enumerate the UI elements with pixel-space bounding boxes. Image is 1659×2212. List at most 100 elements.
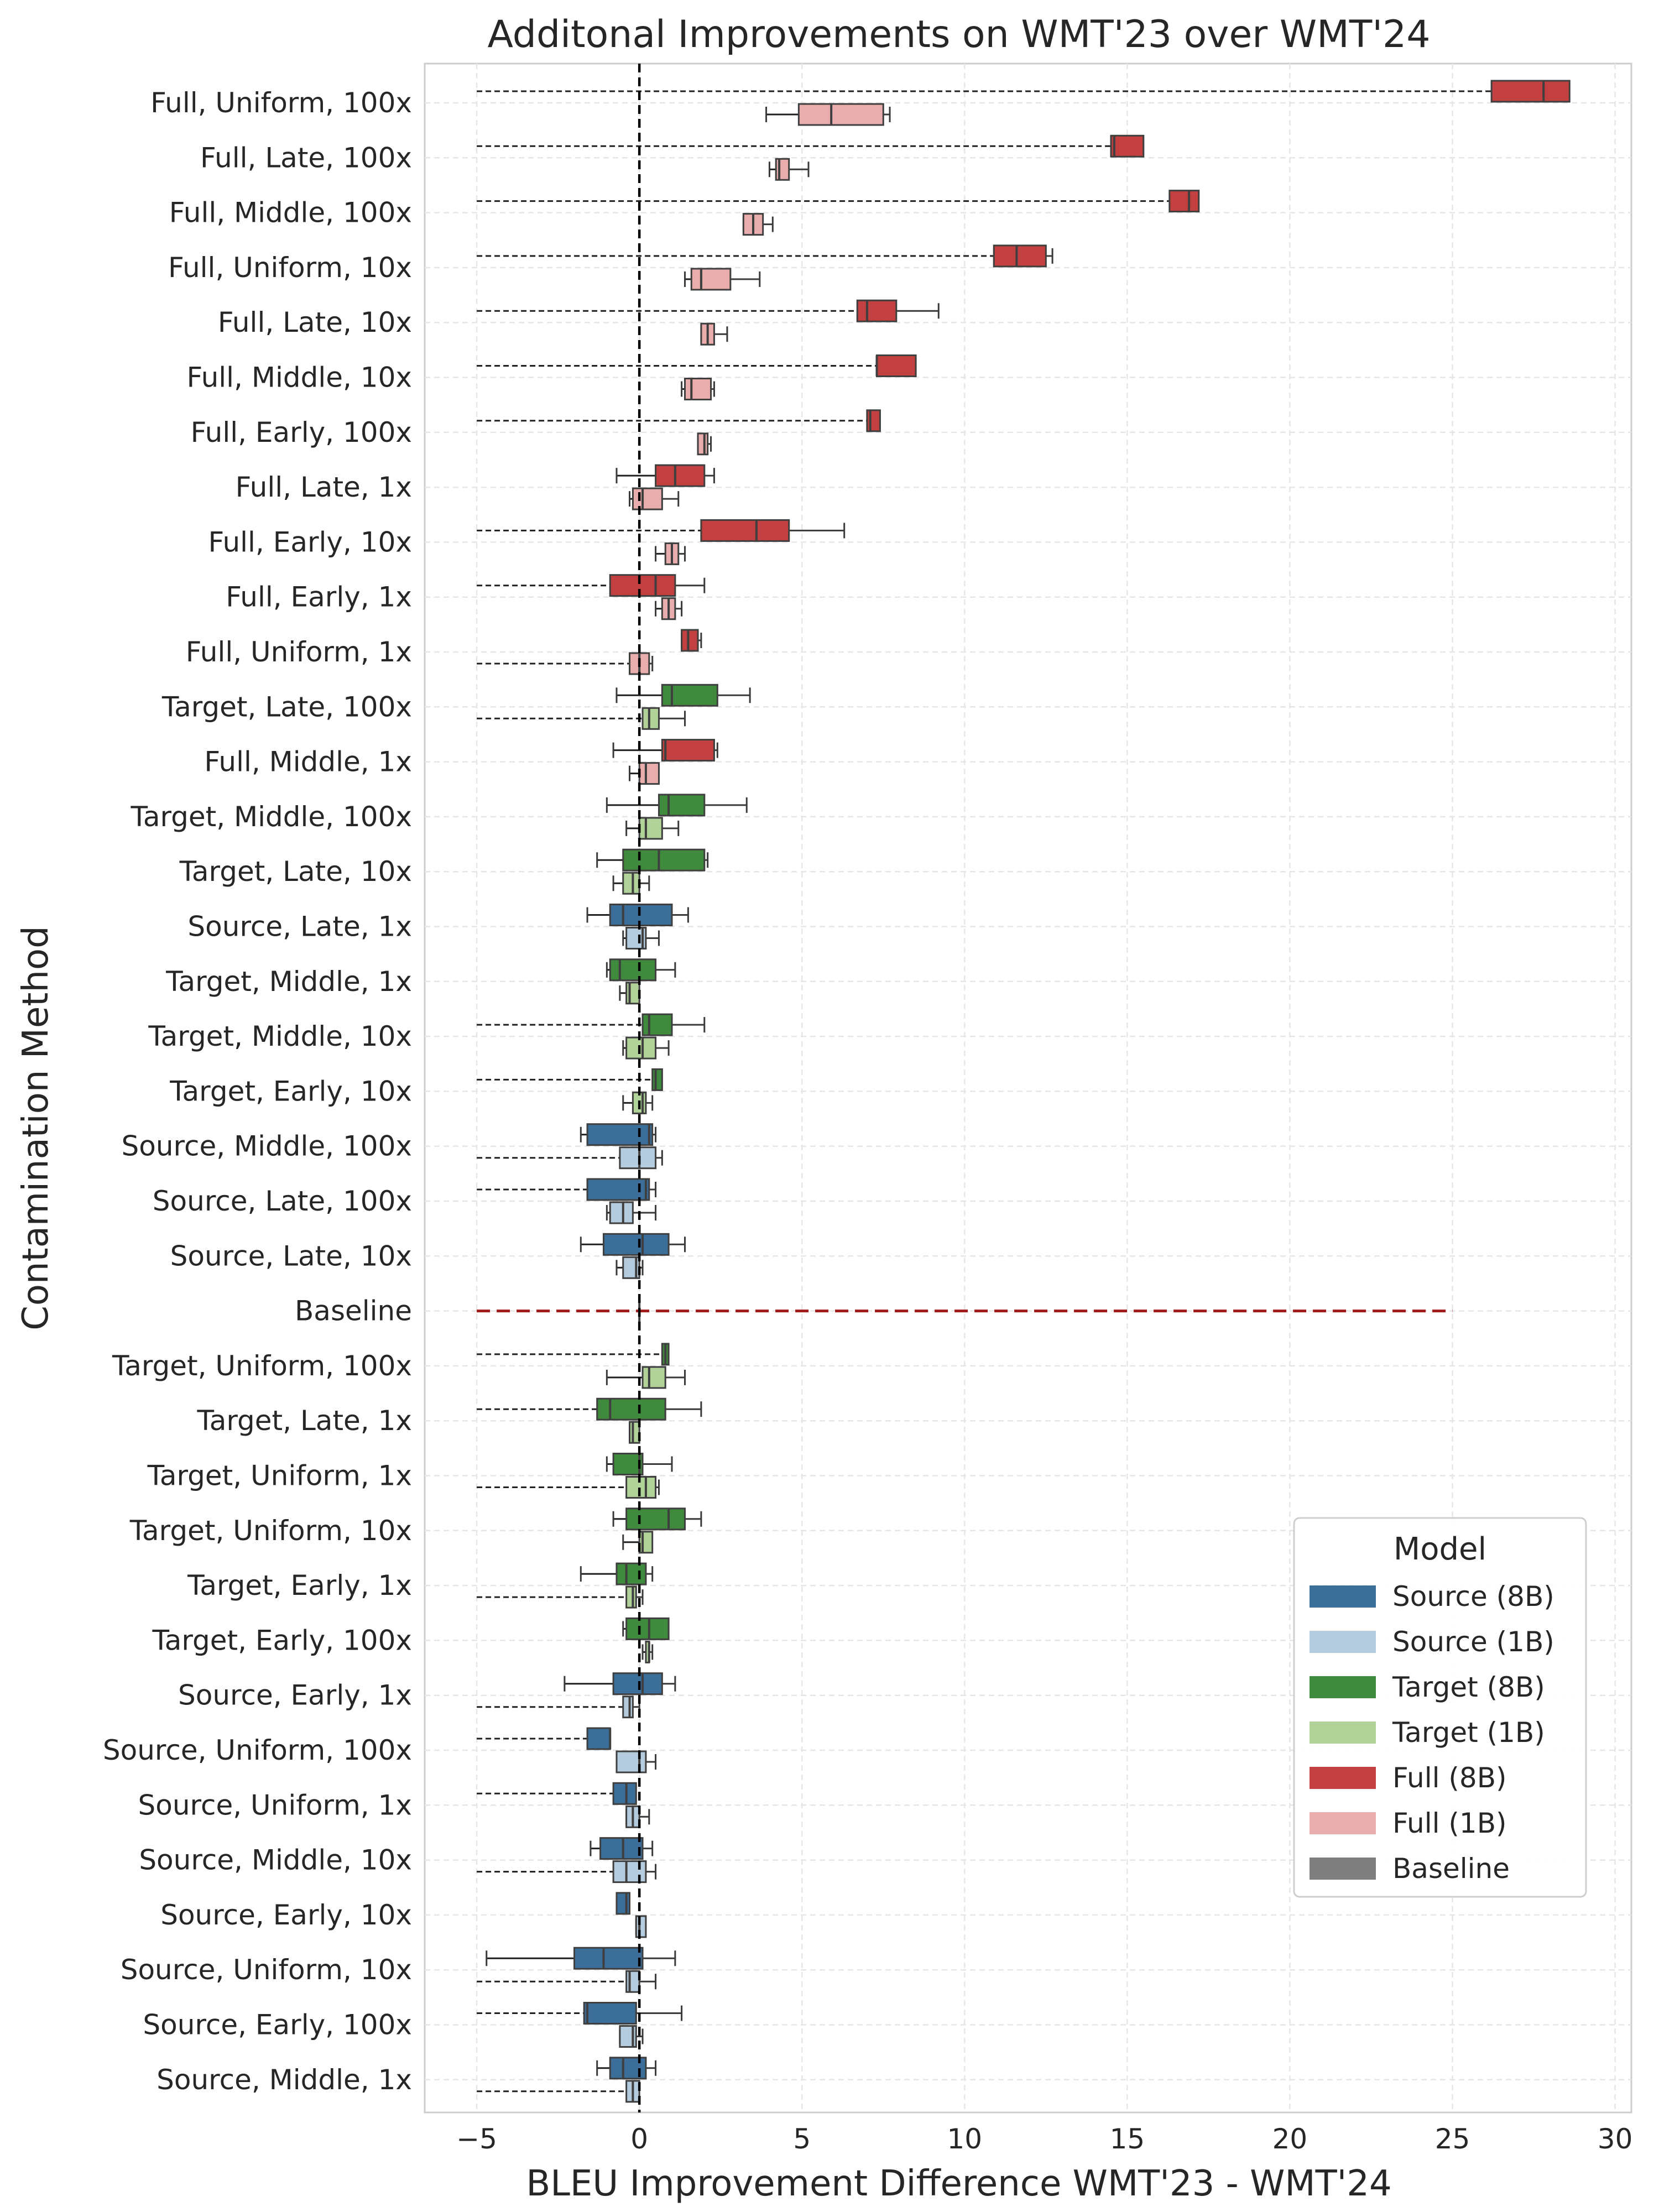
box-source-8b <box>589 1837 654 1860</box>
box-source-1b <box>619 2025 644 2048</box>
y-tick-label: Target, Late, 100x <box>161 691 412 723</box>
y-tick-label: Full, Early, 1x <box>226 581 412 613</box>
y-tick-label: Source, Early, 100x <box>143 2009 412 2041</box>
iqr-box <box>573 1947 644 1970</box>
iqr-box <box>615 1892 631 1915</box>
y-tick-label: Baseline <box>295 1295 412 1327</box>
x-tick-label: 30 <box>1598 2123 1633 2155</box>
iqr-box <box>609 958 657 982</box>
x-tick-label: −5 <box>456 2123 497 2155</box>
legend-label: Baseline <box>1392 1853 1510 1885</box>
box-full-1b <box>629 762 660 785</box>
box-full-8b <box>612 739 718 762</box>
iqr-box <box>615 1750 647 1773</box>
iqr-box <box>641 1013 673 1036</box>
iqr-box <box>622 848 706 872</box>
x-tick-label: 15 <box>1110 2123 1145 2155</box>
y-tick-label: Target, Late, 10x <box>179 855 412 888</box>
iqr-box <box>661 739 715 762</box>
iqr-box <box>641 707 660 730</box>
box-target-8b <box>477 1068 663 1091</box>
y-tick-label: Source, Middle, 1x <box>156 2064 412 2096</box>
box-target-8b <box>606 794 748 817</box>
box-source-8b <box>586 904 689 926</box>
y-tick-label: Target, Middle, 10x <box>148 1020 412 1052</box>
iqr-box <box>632 487 663 510</box>
box-source-1b <box>477 1695 640 1719</box>
box-full-8b <box>477 519 846 542</box>
y-tick-label: Full, Early, 10x <box>208 526 412 558</box>
box-source-1b <box>625 1805 650 1828</box>
y-tick-label: Target, Middle, 100x <box>131 801 412 833</box>
legend-label: Target (8B) <box>1392 1671 1545 1703</box>
y-tick-label: Source, Late, 100x <box>153 1185 412 1217</box>
y-tick-label: Source, Uniform, 1x <box>138 1789 412 1821</box>
y-tick-label: Full, Middle, 1x <box>204 746 412 778</box>
legend-swatch <box>1310 1858 1376 1880</box>
box-full-1b <box>655 542 686 565</box>
box-full-8b <box>477 409 881 432</box>
y-tick-label: Full, Uniform, 100x <box>150 87 412 119</box>
legend-label: Full (1B) <box>1392 1807 1507 1839</box>
box-full-8b <box>477 574 706 597</box>
y-tick-label: Full, Uniform, 10x <box>168 252 412 284</box>
x-tick-label: 20 <box>1272 2123 1308 2155</box>
box-target-1b <box>622 1036 670 1060</box>
y-tick-label: Target, Uniform, 100x <box>112 1350 412 1382</box>
iqr-box <box>866 409 881 432</box>
legend-swatch <box>1310 1585 1376 1608</box>
plot-area: −5 0 5 10 15 20 25 30 Full, Uniform, 100x Full, L… <box>103 62 1633 2155</box>
y-tick-label: Target, Middle, 1x <box>165 966 412 998</box>
iqr-box <box>661 684 718 707</box>
legend-title: Model <box>1394 1531 1486 1567</box>
iqr-box <box>622 1695 634 1719</box>
box-source-8b <box>564 1672 676 1695</box>
y-tick-label: Full, Middle, 100x <box>169 197 412 229</box>
iqr-box <box>583 2002 637 2025</box>
iqr-box <box>619 1146 657 1170</box>
box-full-8b <box>477 354 917 377</box>
box-target-1b <box>477 1476 660 1499</box>
y-tick-label: Target, Early, 10x <box>169 1075 412 1107</box>
iqr-box <box>602 1233 670 1256</box>
y-tick-label: Source, Middle, 10x <box>139 1844 412 1876</box>
iqr-box <box>876 354 917 377</box>
y-tick-label: Full, Late, 100x <box>200 142 412 174</box>
iqr-box <box>641 1366 666 1389</box>
iqr-box <box>609 1201 634 1224</box>
x-tick-label: 10 <box>947 2123 983 2155</box>
box-source-8b <box>486 1947 676 1970</box>
y-tick-label: Target, Early, 100x <box>152 1624 412 1656</box>
legend-frame <box>1293 1517 1587 1898</box>
iqr-box <box>586 1727 611 1750</box>
box-full-1b <box>700 322 728 346</box>
box-full-8b <box>477 134 1145 158</box>
iqr-box <box>775 158 790 181</box>
y-tick-label: Source, Late, 10x <box>170 1240 412 1272</box>
iqr-box <box>993 244 1047 268</box>
iqr-box <box>681 629 699 652</box>
box-full-1b <box>655 597 683 620</box>
box-target-1b <box>619 982 640 1005</box>
box-source-8b <box>477 2002 683 2025</box>
iqr-box <box>700 519 790 542</box>
y-tick-label: Full, Early, 100x <box>191 416 412 448</box>
box-full-1b <box>697 432 712 456</box>
box-source-1b <box>606 1201 657 1224</box>
legend: Model Source (8B) Source (1B) Target (8B) Ta… <box>1293 1517 1587 1898</box>
iqr-box <box>638 817 663 840</box>
box-target-8b <box>477 1013 706 1036</box>
iqr-box <box>586 1178 650 1201</box>
box-target-1b <box>477 707 686 730</box>
box-full-8b <box>681 629 702 652</box>
legend-label: Target (1B) <box>1392 1717 1545 1749</box>
y-tick-label: Target, Uniform, 1x <box>147 1460 412 1492</box>
iqr-box <box>612 1782 637 1805</box>
iqr-box <box>625 1507 686 1531</box>
box-full-1b <box>768 158 810 181</box>
iqr-box <box>622 872 640 895</box>
box-full-8b <box>477 244 1053 268</box>
iqr-box <box>599 1837 644 1860</box>
box-target-8b <box>606 958 676 982</box>
